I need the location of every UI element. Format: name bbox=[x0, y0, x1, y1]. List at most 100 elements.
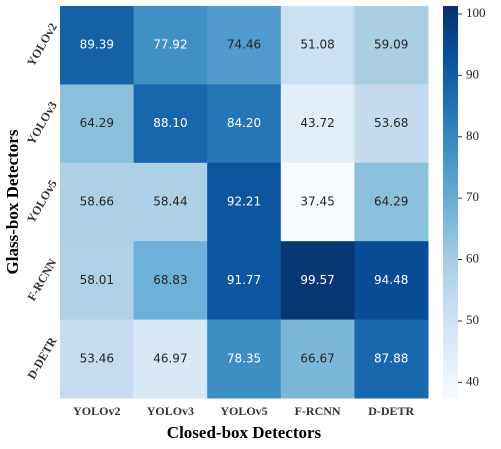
colorbar-segment bbox=[443, 90, 458, 95]
heatmap-cell bbox=[354, 6, 429, 85]
colorbar-segment bbox=[443, 12, 458, 17]
colorbar-segment bbox=[443, 188, 458, 193]
colorbar-segment bbox=[443, 335, 458, 340]
cell-label: 59.09 bbox=[374, 38, 408, 52]
colorbar-segment bbox=[443, 9, 458, 14]
colorbar-segment bbox=[443, 94, 458, 99]
colorbar-segment bbox=[443, 113, 458, 118]
colorbar-segment bbox=[443, 375, 458, 379]
colorbar-segment bbox=[443, 251, 458, 255]
colorbar-segment bbox=[443, 241, 458, 246]
colorbar-segment bbox=[443, 342, 458, 347]
y-tick-label: YOLOv5 bbox=[24, 177, 60, 225]
colorbar-segment bbox=[443, 123, 458, 128]
heatmap-cell bbox=[133, 162, 208, 242]
heatmap-cell bbox=[60, 319, 135, 399]
cell-label: 94.48 bbox=[374, 273, 408, 287]
colorbar-segment bbox=[443, 228, 458, 232]
cell-label: 37.45 bbox=[300, 195, 334, 209]
cell-label: 58.66 bbox=[80, 195, 114, 209]
y-tick-label: D-DETR bbox=[24, 334, 59, 381]
colorbar-segment bbox=[443, 156, 458, 161]
colorbar-tick-label: 60 bbox=[466, 251, 479, 266]
colorbar-segment bbox=[443, 55, 458, 59]
colorbar-segment bbox=[443, 104, 458, 108]
colorbar-segment bbox=[443, 211, 458, 216]
heatmap-cell bbox=[207, 241, 282, 321]
colorbar-segment bbox=[443, 126, 458, 131]
cell-label: 58.44 bbox=[153, 195, 187, 209]
colorbar-segment bbox=[443, 286, 458, 291]
colorbar-segment bbox=[443, 205, 458, 210]
cell-label: 87.88 bbox=[374, 351, 408, 365]
colorbar-segment bbox=[443, 388, 458, 393]
colorbar-segment bbox=[443, 234, 458, 239]
cell-label: 77.92 bbox=[153, 38, 187, 52]
colorbar-segment bbox=[443, 352, 458, 357]
colorbar-segment bbox=[443, 159, 458, 164]
colorbar-segment bbox=[443, 136, 458, 141]
heatmap-cell bbox=[207, 162, 282, 242]
heatmap-cell bbox=[280, 241, 355, 321]
colorbar-segment bbox=[443, 6, 458, 10]
heatmap-cell bbox=[354, 319, 429, 399]
heatmap-cell bbox=[60, 162, 135, 242]
colorbar-segment bbox=[443, 300, 458, 304]
colorbar-tick-label: 100 bbox=[466, 5, 486, 20]
x-tick-label: F-RCNN bbox=[295, 404, 341, 418]
cell-label: 64.29 bbox=[80, 116, 114, 130]
colorbar-segment bbox=[443, 38, 458, 43]
colorbar-segment bbox=[443, 365, 458, 370]
colorbar-segment bbox=[443, 97, 458, 102]
colorbar-segment bbox=[443, 139, 458, 144]
heatmap-cell bbox=[133, 319, 208, 399]
heatmap-cell bbox=[207, 84, 282, 164]
cell-label: 53.68 bbox=[374, 116, 408, 130]
colorbar-segment bbox=[443, 195, 458, 200]
heatmap-cell bbox=[60, 241, 135, 321]
colorbar-segment bbox=[443, 35, 458, 40]
colorbar-segment bbox=[443, 117, 458, 121]
colorbar-segment bbox=[443, 280, 458, 285]
colorbar-segment bbox=[443, 162, 458, 167]
colorbar-segment bbox=[443, 192, 458, 197]
colorbar-segment bbox=[443, 349, 458, 353]
colorbar-segment bbox=[443, 175, 458, 180]
colorbar-segment bbox=[443, 64, 458, 69]
colorbar-segment bbox=[443, 391, 458, 396]
colorbar-segment bbox=[443, 87, 458, 92]
colorbar-segment bbox=[443, 247, 458, 252]
colorbar-segment bbox=[443, 28, 458, 33]
heatmap-cell bbox=[354, 241, 429, 321]
colorbar-segment bbox=[443, 329, 458, 334]
colorbar-tick-label: 80 bbox=[466, 128, 479, 143]
heatmap-cell bbox=[207, 6, 282, 85]
colorbar-segment bbox=[443, 362, 458, 366]
heatmap-cell bbox=[207, 319, 282, 399]
colorbar-segment bbox=[443, 277, 458, 281]
colorbar-segment bbox=[443, 185, 458, 190]
colorbar-segment bbox=[443, 332, 458, 337]
cell-label: 78.35 bbox=[227, 351, 261, 365]
colorbar-segment bbox=[443, 355, 458, 360]
colorbar-segment bbox=[443, 371, 458, 376]
heatmap-cell bbox=[280, 6, 355, 85]
colorbar-segment bbox=[443, 339, 458, 344]
y-tick-label: YOLOv3 bbox=[24, 99, 60, 147]
cell-label: 68.83 bbox=[153, 273, 187, 287]
colorbar-segment bbox=[443, 71, 458, 76]
colorbar-segment bbox=[443, 244, 458, 249]
colorbar-segment bbox=[443, 146, 458, 151]
colorbar-segment bbox=[443, 172, 458, 177]
heatmap-cell bbox=[60, 84, 135, 164]
cell-label: 53.46 bbox=[80, 351, 114, 365]
colorbar-segment bbox=[443, 267, 458, 272]
colorbar-tick-label: 50 bbox=[466, 312, 479, 327]
colorbar-segment bbox=[443, 153, 458, 157]
colorbar-tick-label: 90 bbox=[466, 66, 479, 81]
colorbar-segment bbox=[443, 25, 458, 30]
heatmap-cell bbox=[133, 241, 208, 321]
heatmap-cell bbox=[280, 162, 355, 242]
colorbar-segment bbox=[443, 45, 458, 50]
